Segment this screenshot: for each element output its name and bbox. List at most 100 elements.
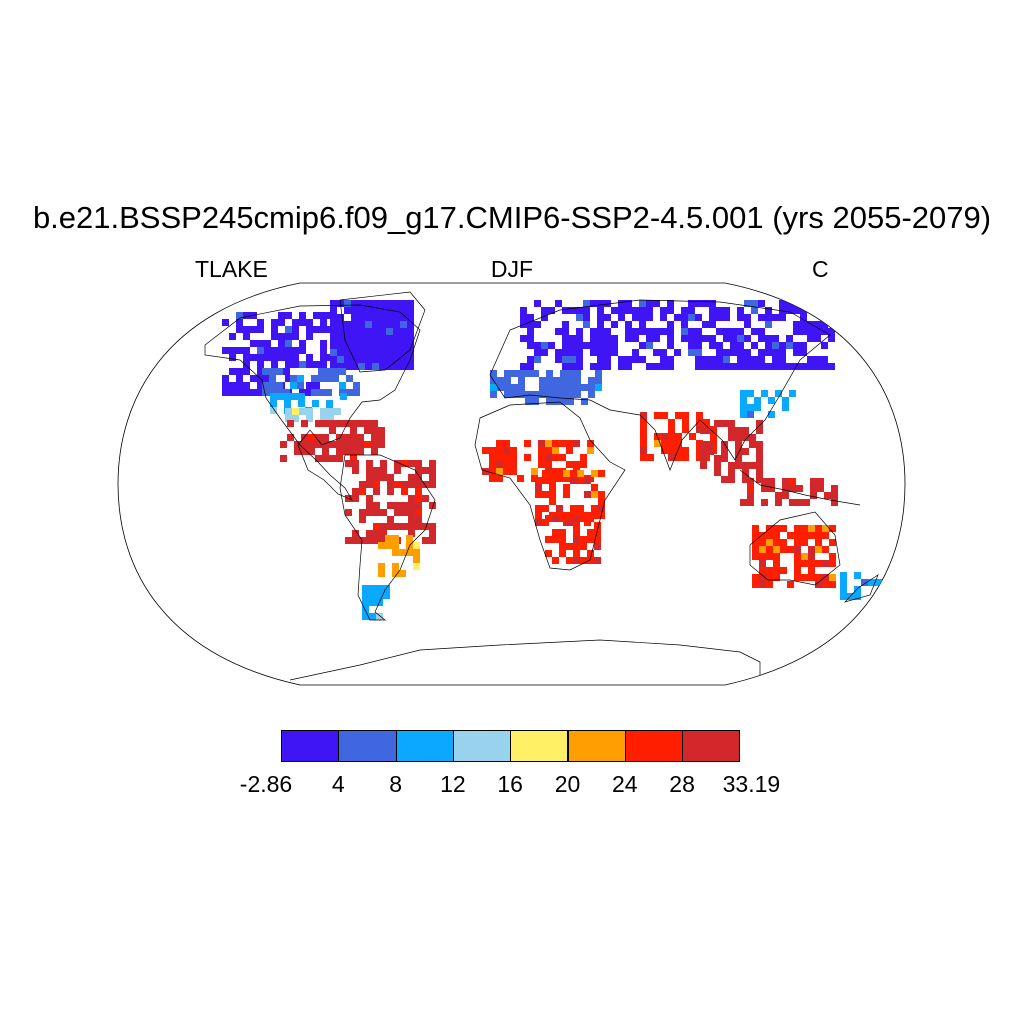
grid-cell bbox=[429, 467, 436, 474]
grid-cell bbox=[243, 382, 250, 389]
grid-cell bbox=[569, 307, 576, 314]
grid-cell bbox=[702, 321, 709, 328]
grid-cell bbox=[723, 335, 730, 342]
grid-cell bbox=[723, 356, 730, 363]
grid-cell bbox=[740, 499, 747, 506]
grid-cell bbox=[413, 556, 420, 563]
grid-cell bbox=[271, 354, 278, 361]
grid-cell bbox=[782, 492, 789, 499]
grid-cell bbox=[653, 300, 660, 307]
grid-cell bbox=[702, 363, 709, 370]
grid-cell bbox=[794, 546, 801, 553]
grid-cell bbox=[243, 312, 250, 319]
grid-cell bbox=[821, 363, 828, 370]
grid-cell bbox=[351, 321, 358, 328]
grid-cell bbox=[504, 384, 511, 391]
grid-cell bbox=[573, 543, 580, 550]
grid-cell bbox=[562, 307, 569, 314]
grid-cell bbox=[532, 370, 539, 377]
grid-cell bbox=[496, 468, 503, 475]
grid-cell bbox=[378, 441, 385, 448]
colorbar-swatch bbox=[338, 730, 397, 762]
grid-cell bbox=[358, 328, 365, 335]
grid-cell bbox=[567, 398, 574, 405]
grid-cell bbox=[429, 537, 436, 544]
units-label: C bbox=[812, 256, 829, 282]
grid-cell bbox=[542, 477, 549, 484]
grid-cell bbox=[562, 335, 569, 342]
grid-cell bbox=[542, 519, 549, 526]
grid-cell bbox=[407, 314, 414, 321]
grid-cell bbox=[344, 300, 351, 307]
grid-cell bbox=[257, 361, 264, 368]
grid-cell bbox=[700, 462, 707, 469]
grid-cell bbox=[372, 363, 379, 370]
grid-cell bbox=[283, 368, 290, 375]
grid-cell bbox=[765, 349, 772, 356]
grid-cell bbox=[773, 567, 780, 574]
grid-cell bbox=[482, 447, 489, 454]
grid-cell bbox=[236, 375, 243, 382]
grid-cell bbox=[639, 314, 646, 321]
grid-cell bbox=[667, 300, 674, 307]
grid-cell bbox=[766, 553, 773, 560]
grid-cell bbox=[735, 441, 742, 448]
grid-cell bbox=[831, 499, 838, 506]
grid-cell bbox=[546, 384, 553, 391]
grid-cell bbox=[598, 512, 605, 519]
grid-cell bbox=[868, 579, 875, 586]
grid-cell bbox=[366, 509, 373, 516]
grid-cell bbox=[632, 328, 639, 335]
grid-cell bbox=[337, 335, 344, 342]
grid-cell bbox=[407, 363, 414, 370]
grid-cell bbox=[815, 525, 822, 532]
grid-cell bbox=[796, 499, 803, 506]
grid-cell bbox=[541, 307, 548, 314]
grid-cell bbox=[566, 447, 573, 454]
grid-cell bbox=[292, 319, 299, 326]
grid-cell bbox=[545, 461, 552, 468]
grid-cell bbox=[828, 335, 835, 342]
grid-cell bbox=[618, 363, 625, 370]
grid-cell bbox=[758, 314, 765, 321]
grid-cell bbox=[695, 342, 702, 349]
grid-cell bbox=[277, 393, 284, 400]
grid-cell bbox=[345, 509, 352, 516]
grid-cell bbox=[371, 448, 378, 455]
grid-cell bbox=[518, 377, 525, 384]
grid-cell bbox=[560, 391, 567, 398]
grid-cell bbox=[716, 356, 723, 363]
grid-cell bbox=[362, 592, 369, 599]
grid-cell bbox=[276, 389, 283, 396]
grid-cell bbox=[667, 328, 674, 335]
grid-cell bbox=[632, 356, 639, 363]
grid-cell bbox=[721, 455, 728, 462]
grid-cell bbox=[527, 342, 534, 349]
grid-cell bbox=[366, 495, 373, 502]
grid-cell bbox=[570, 477, 577, 484]
grid-cell bbox=[344, 335, 351, 342]
grid-cell bbox=[313, 382, 320, 389]
grid-cell bbox=[285, 408, 292, 415]
colorbar-swatch bbox=[395, 730, 454, 762]
grid-cell bbox=[562, 349, 569, 356]
grid-cell bbox=[415, 460, 422, 467]
grid-cell bbox=[503, 440, 510, 447]
grid-cell bbox=[243, 354, 250, 361]
grid-cell bbox=[336, 434, 343, 441]
grid-cell bbox=[576, 314, 583, 321]
grid-cell bbox=[779, 342, 786, 349]
grid-cell bbox=[576, 307, 583, 314]
grid-cell bbox=[821, 300, 828, 307]
grid-cell bbox=[372, 321, 379, 328]
grid-cell bbox=[808, 532, 815, 539]
grid-cell bbox=[700, 448, 707, 455]
grid-cell bbox=[496, 461, 503, 468]
grid-cell bbox=[829, 574, 836, 581]
grid-cell bbox=[366, 467, 373, 474]
grid-cell bbox=[829, 553, 836, 560]
grid-cell bbox=[574, 391, 581, 398]
grid-cell bbox=[538, 461, 545, 468]
grid-cell bbox=[742, 476, 749, 483]
grid-cell bbox=[716, 349, 723, 356]
